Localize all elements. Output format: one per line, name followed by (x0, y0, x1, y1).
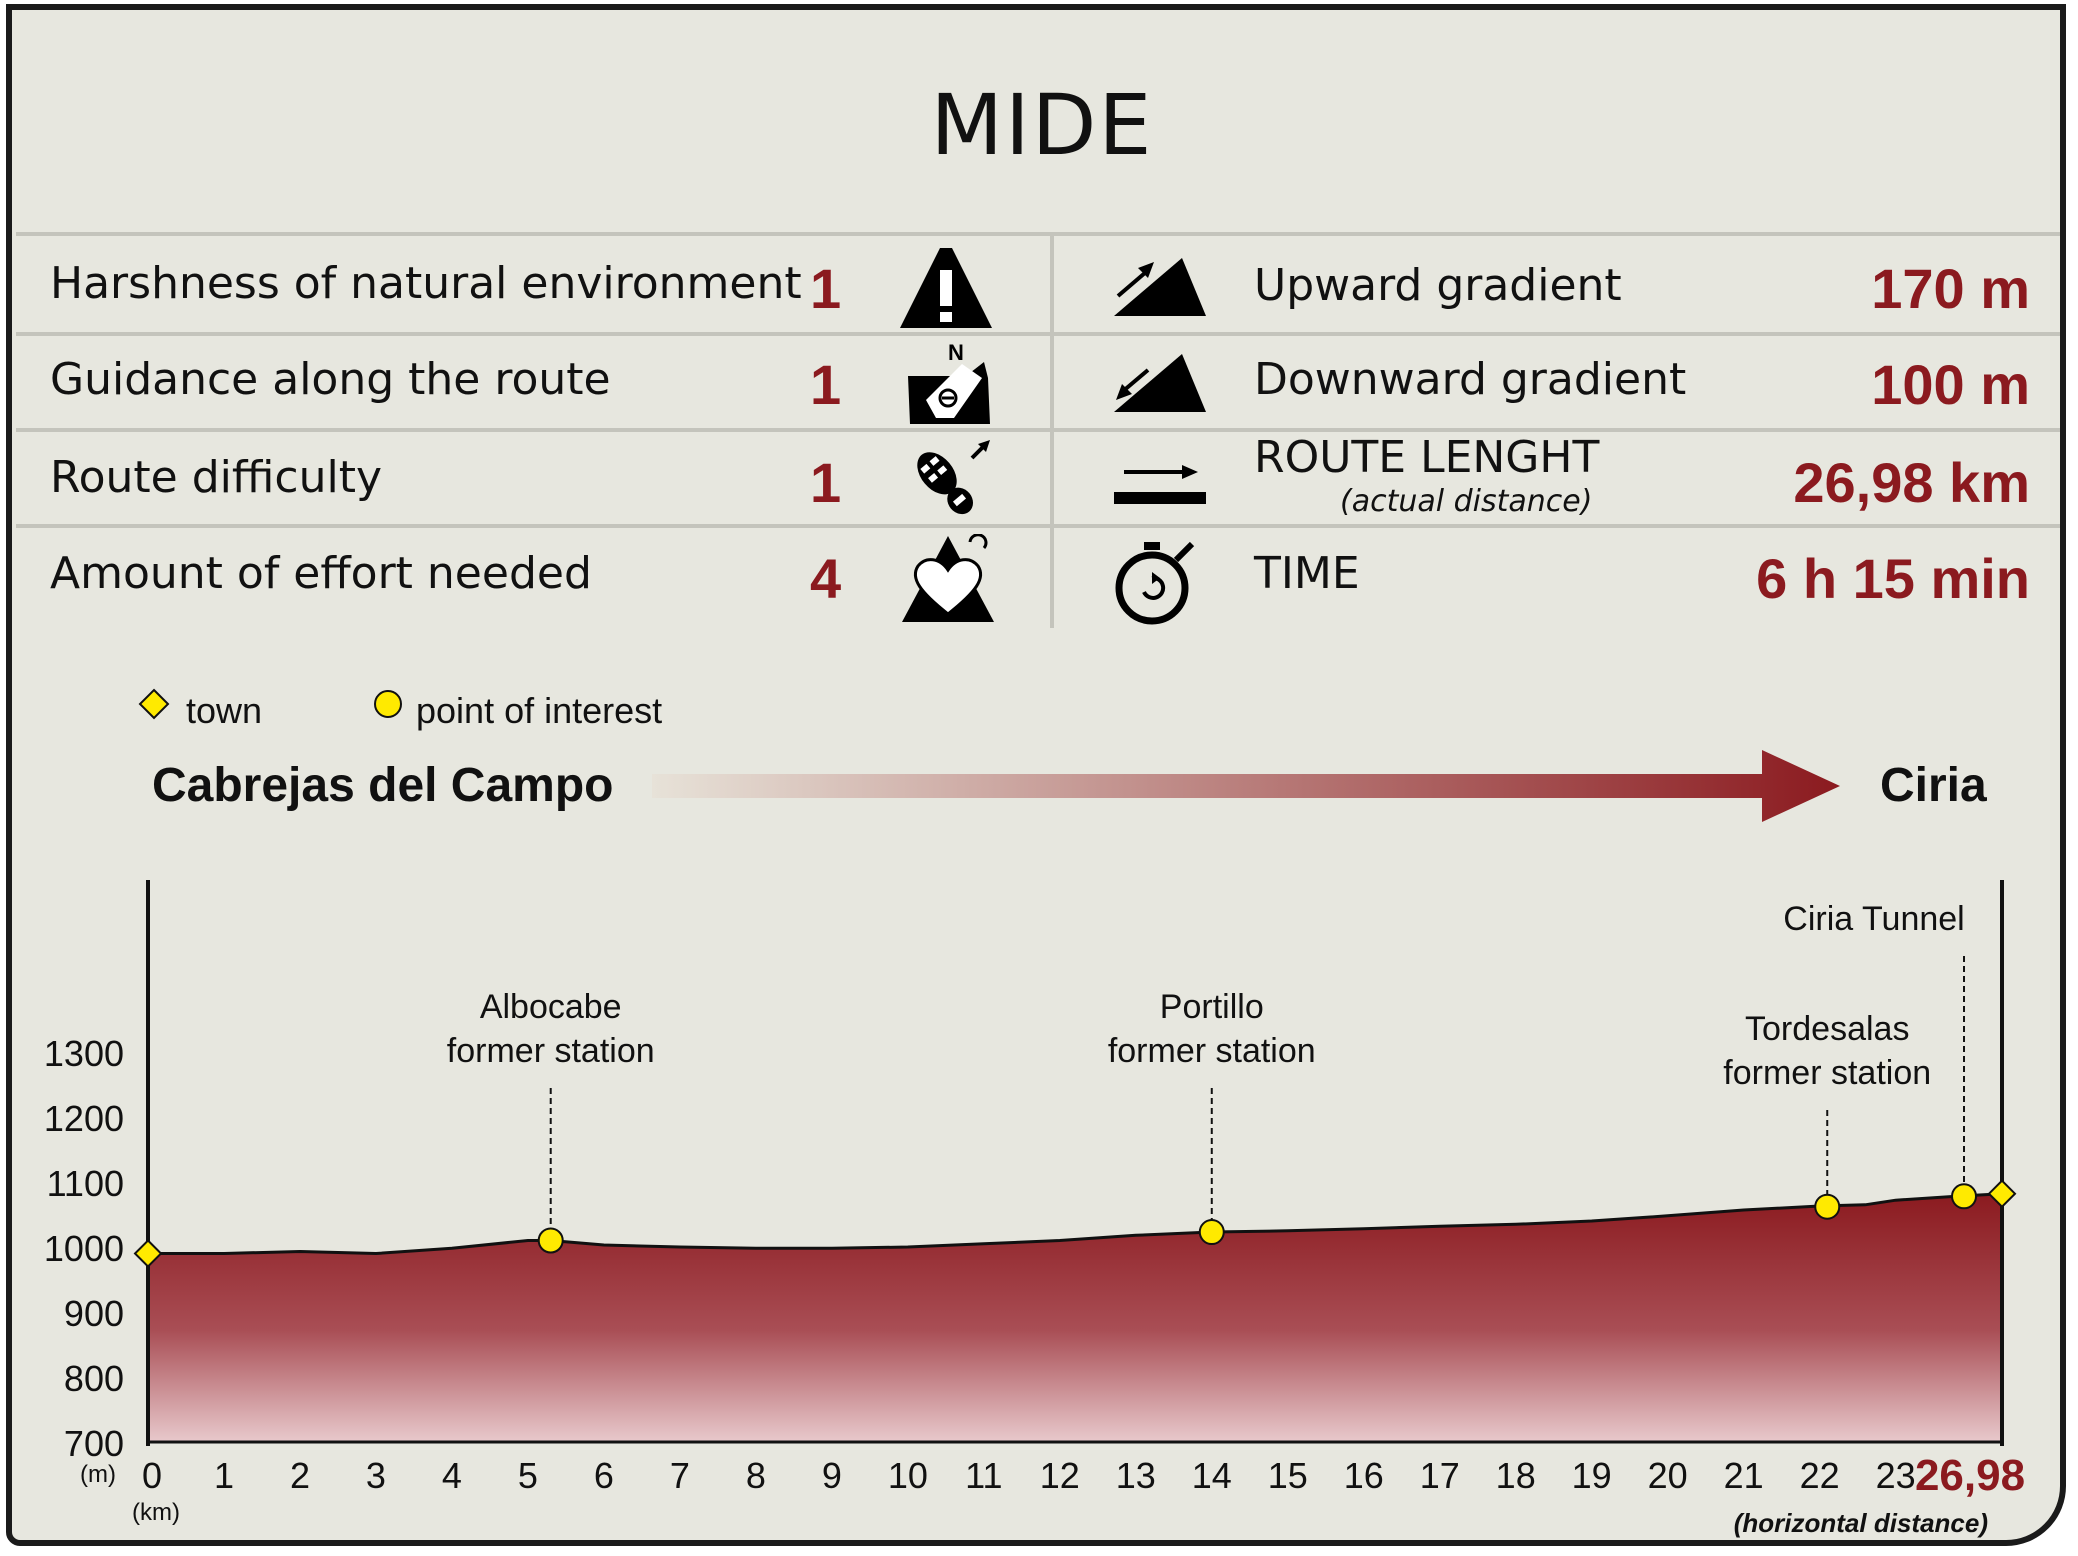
elevation-line (148, 1192, 2003, 1256)
x-tick-label: 8 (746, 1455, 766, 1496)
boot-print-icon (906, 436, 996, 528)
y-tick-label: 700 (64, 1423, 124, 1464)
x-tick-label: 21 (1724, 1455, 1764, 1496)
svg-text:N: N (948, 340, 964, 365)
x-tick-label: 13 (1116, 1455, 1156, 1496)
upward-gradient-label: Upward gradient (1254, 260, 1622, 311)
effort-label: Amount of effort needed (50, 548, 592, 599)
x-tick-label: 7 (670, 1455, 690, 1496)
x-tick-label: 2 (290, 1455, 310, 1496)
downward-gradient-icon (1112, 346, 1208, 420)
poi-marker (1814, 1193, 1841, 1220)
x-tick-label: 16 (1344, 1455, 1384, 1496)
town-diamond-icon (138, 688, 170, 724)
poi-label: Ciria Tunnel (1783, 900, 1964, 938)
town-marker (133, 1239, 163, 1268)
x-tick-label: 22 (1800, 1455, 1840, 1496)
route-direction-arrow (652, 750, 1840, 822)
x-tick-label: 0 (142, 1455, 162, 1496)
difficulty-value: 1 (810, 451, 842, 514)
legend-town-label: town (186, 690, 263, 731)
x-tick-label: 12 (1040, 1455, 1080, 1496)
harshness-warning-icon (896, 246, 996, 334)
y-tick-label: 1000 (44, 1228, 124, 1269)
y-tick-label: 1200 (44, 1098, 124, 1139)
x-unit-label: (km) (132, 1499, 180, 1526)
x-tick-label: 9 (822, 1455, 842, 1496)
poi-label: Portillo (1160, 988, 1264, 1026)
x-tick-label: 17 (1420, 1455, 1460, 1496)
route-length-sublabel: (actual distance) (1340, 484, 1593, 519)
upward-gradient-value: 170 m (1871, 257, 2030, 320)
poi-marker (1951, 1183, 1978, 1210)
downward-gradient-label: Downward gradient (1254, 354, 1687, 405)
legend-poi-label: point of interest (416, 690, 663, 731)
x-tick-label: 10 (888, 1455, 928, 1496)
poi-marker (1198, 1219, 1225, 1246)
stopwatch-icon (1114, 536, 1204, 630)
route-length-label: ROUTE LENGHT (1254, 432, 1600, 483)
mide-row (16, 332, 2060, 432)
poi-label: former station (1723, 1054, 1931, 1092)
legend: town point of interest (12, 680, 2060, 740)
poi-label: former station (1108, 1032, 1316, 1070)
y-tick-label: 1100 (47, 1163, 124, 1204)
route-end: Ciria (1880, 759, 1987, 812)
x-tick-label: 6 (594, 1455, 614, 1496)
y-tick-label: 900 (64, 1293, 124, 1334)
elevation-area (148, 1193, 2002, 1442)
poi-circle-icon (372, 688, 404, 724)
y-tick-label: 1300 (44, 1033, 124, 1074)
route-length-value: 26,98 km (1793, 451, 2030, 514)
x-end-label: 26,98 (1915, 1451, 2025, 1500)
heart-effort-icon (900, 533, 996, 628)
x-tick-label: 18 (1496, 1455, 1536, 1496)
y-tick-label: 800 (64, 1358, 124, 1399)
guidance-value: 1 (810, 353, 842, 416)
mide-table: Harshness of natural environment 1 Guida… (16, 232, 2060, 630)
poi-marker (537, 1227, 564, 1254)
mide-row (16, 236, 2060, 336)
x-tick-label: 15 (1268, 1455, 1308, 1496)
x-tick-label: 5 (518, 1455, 538, 1496)
time-label: TIME (1254, 548, 1360, 599)
harshness-value: 1 (810, 257, 842, 320)
table-divider (1050, 236, 1054, 628)
town-marker (1987, 1179, 2017, 1209)
poi-label: Albocabe (480, 988, 622, 1026)
upward-gradient-icon (1112, 250, 1208, 324)
x-tick-label: 3 (366, 1455, 386, 1496)
x-tick-label: 20 (1648, 1455, 1688, 1496)
mide-card: MIDE Harshness of natural environment 1 … (6, 4, 2066, 1546)
mide-row (16, 428, 2060, 528)
y-unit-label: (m) (80, 1461, 116, 1488)
x-tick-label: 1 (214, 1455, 234, 1496)
poi-label: former station (447, 1032, 655, 1070)
time-value: 6 h 15 min (1756, 547, 2030, 610)
x-tick-label: 19 (1572, 1455, 1612, 1496)
effort-value: 4 (810, 547, 842, 610)
guidance-label: Guidance along the route (50, 354, 611, 405)
harshness-label: Harshness of natural environment (50, 258, 802, 309)
route-length-arrow-icon (1112, 462, 1208, 516)
downward-gradient-value: 100 m (1871, 353, 2030, 416)
page-title: MIDE (930, 76, 1154, 174)
x-tick-label: 23 (1876, 1455, 1916, 1496)
poi-label: Tordesalas (1745, 1010, 1909, 1048)
difficulty-label: Route difficulty (50, 452, 382, 503)
route-start: Cabrejas del Campo (152, 759, 614, 812)
x-tick-label: 4 (442, 1455, 462, 1496)
x-tick-label: 11 (965, 1455, 1002, 1496)
guidance-compass-icon: N (906, 338, 996, 430)
x-tick-label: 14 (1192, 1455, 1232, 1496)
x-caption: (horizontal distance) (1734, 1508, 1988, 1538)
